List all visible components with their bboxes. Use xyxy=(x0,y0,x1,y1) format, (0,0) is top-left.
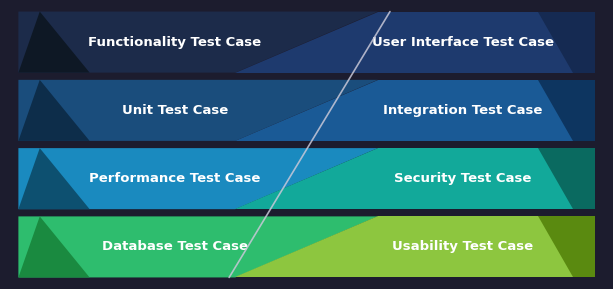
Polygon shape xyxy=(18,216,378,277)
Polygon shape xyxy=(18,80,89,141)
Polygon shape xyxy=(538,148,595,209)
Text: User Interface Test Case: User Interface Test Case xyxy=(372,36,554,49)
Polygon shape xyxy=(18,216,89,277)
Text: Integration Test Case: Integration Test Case xyxy=(383,104,543,117)
Polygon shape xyxy=(538,12,595,73)
Text: Performance Test Case: Performance Test Case xyxy=(89,172,261,185)
Polygon shape xyxy=(18,80,378,141)
Polygon shape xyxy=(235,148,595,209)
Polygon shape xyxy=(538,216,595,277)
Text: Usability Test Case: Usability Test Case xyxy=(392,240,533,253)
Polygon shape xyxy=(18,148,89,209)
Text: Unit Test Case: Unit Test Case xyxy=(121,104,228,117)
Polygon shape xyxy=(235,80,595,141)
Polygon shape xyxy=(18,148,378,209)
Polygon shape xyxy=(235,12,595,73)
Polygon shape xyxy=(18,12,89,73)
Text: Functionality Test Case: Functionality Test Case xyxy=(88,36,261,49)
Text: Database Test Case: Database Test Case xyxy=(102,240,248,253)
Polygon shape xyxy=(18,12,378,73)
Polygon shape xyxy=(538,80,595,141)
Text: Security Test Case: Security Test Case xyxy=(394,172,531,185)
Polygon shape xyxy=(235,216,595,277)
